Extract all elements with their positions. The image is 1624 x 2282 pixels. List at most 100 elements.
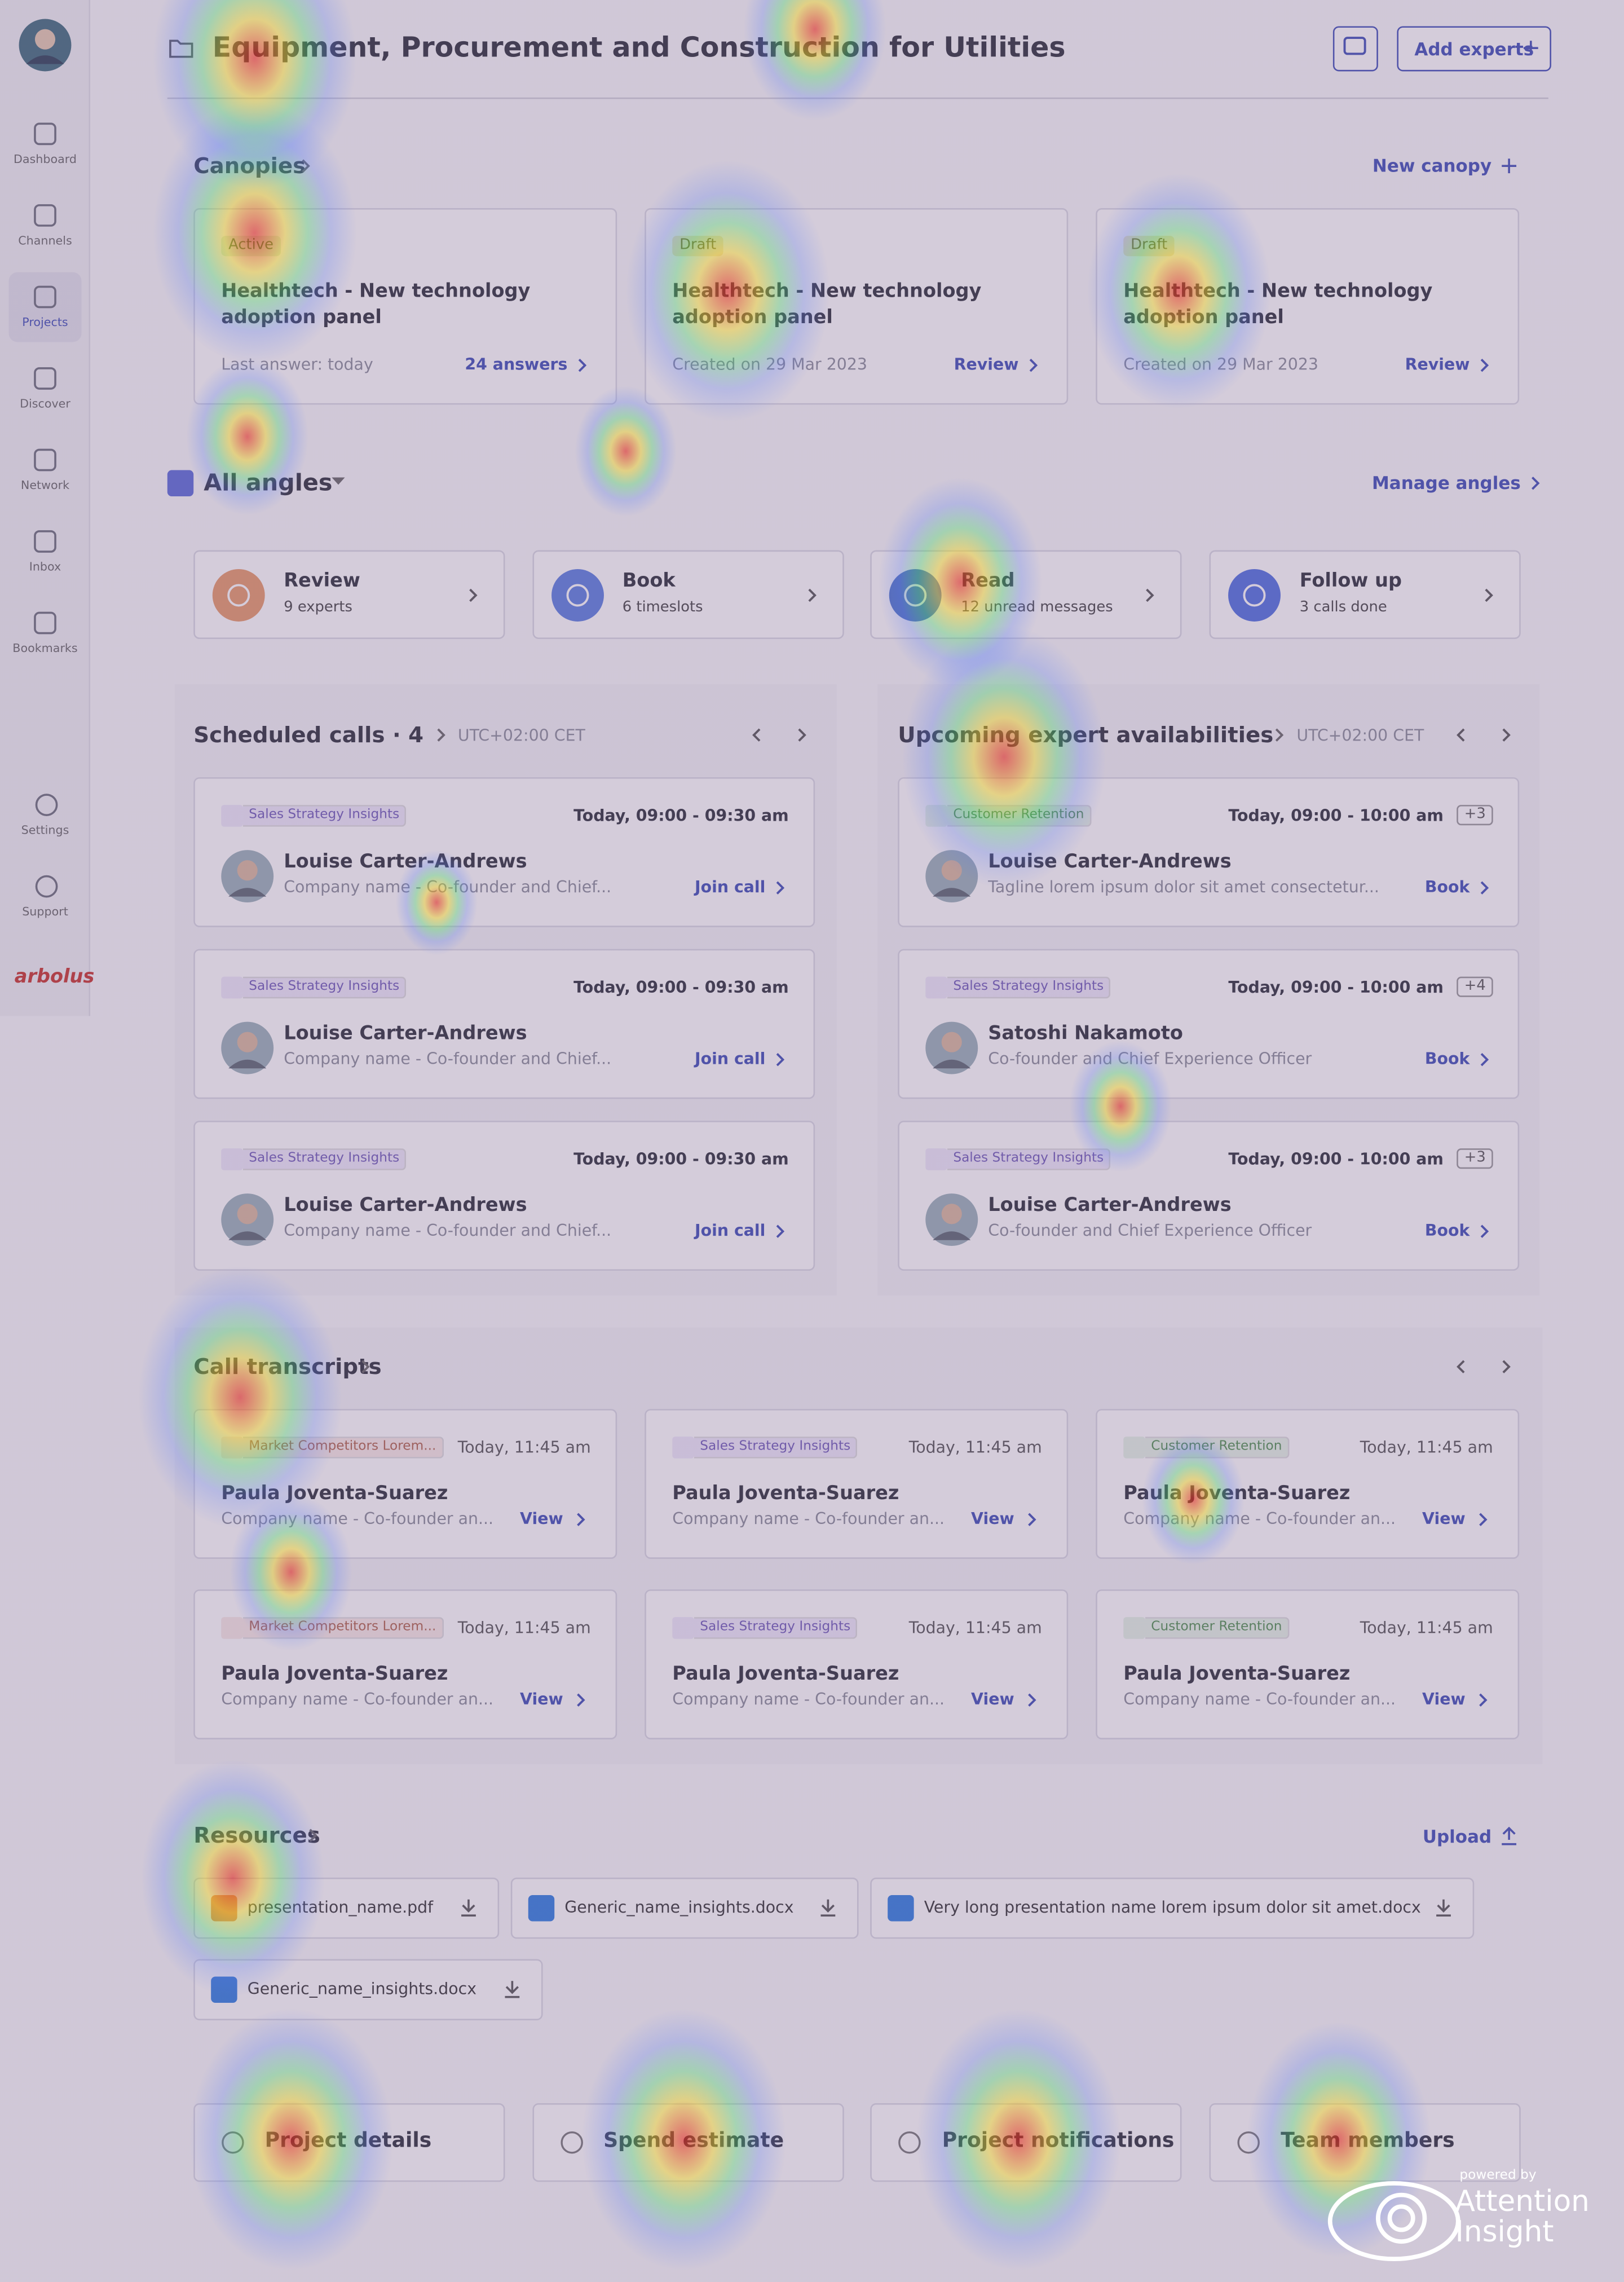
add-experts-label[interactable]: Add experts — [1414, 39, 1534, 60]
nav-label[interactable]: Inbox — [29, 560, 61, 574]
tag: Customer Retention — [947, 805, 1092, 827]
section-title[interactable]: Call transcripts — [193, 1354, 382, 1380]
nav-label[interactable]: Projects — [22, 316, 68, 329]
download-icon — [820, 1899, 836, 1917]
expert-avatar — [221, 1021, 274, 1074]
card-action[interactable]: View — [520, 1690, 563, 1709]
nav-label[interactable]: Dashboard — [13, 152, 77, 166]
card-action[interactable]: Join call — [695, 1221, 766, 1240]
chevron-right — [469, 588, 478, 602]
card-action[interactable]: Join call — [695, 878, 766, 897]
tag: Customer Retention — [1145, 1437, 1290, 1459]
angle-icon — [1228, 569, 1281, 622]
upload[interactable]: Upload — [1422, 1826, 1492, 1847]
nav-icon — [34, 367, 56, 390]
tag-icon — [925, 805, 948, 827]
nav-label[interactable]: Network — [20, 479, 70, 492]
angle-subtitle: 9 experts — [284, 600, 353, 616]
tag-icon — [221, 1617, 243, 1639]
expert-avatar — [221, 850, 274, 903]
tag-icon — [221, 1148, 243, 1170]
tag: Customer Retention — [1145, 1617, 1290, 1639]
expert-subtitle: Company name - Co-founder an... — [672, 1509, 945, 1528]
canopy-action[interactable]: 24 answers — [465, 355, 568, 375]
chevron-left — [1457, 1360, 1465, 1373]
card-action[interactable]: View — [971, 1690, 1014, 1709]
chevron-right — [309, 1829, 317, 1842]
chevron-right — [1532, 477, 1540, 490]
new-canopy[interactable]: New canopy — [1372, 156, 1492, 177]
call-time: Today, 09:00 - 09:30 am — [573, 1149, 789, 1169]
transcript-time: Today, 11:45 am — [457, 1438, 591, 1457]
folder-icon — [169, 39, 193, 58]
angle-icon — [212, 569, 265, 622]
footer-label[interactable]: Spend estimate — [603, 2129, 784, 2153]
tag: Sales Strategy Insights — [947, 976, 1111, 998]
tag-icon — [672, 1437, 694, 1459]
angle-title: Book — [622, 570, 676, 593]
nav-label[interactable]: Support — [22, 905, 68, 919]
expert-name: Paula Joventa-Suarez — [1123, 1483, 1351, 1505]
footer-label[interactable]: Project notifications — [942, 2129, 1175, 2153]
timezone: UTC+02:00 CET — [457, 726, 585, 746]
canopy-meta: Last answer: today — [221, 355, 373, 375]
section-title[interactable]: All angles — [204, 468, 333, 497]
expert-subtitle: Co-founder and Chief Experience Officer — [988, 1221, 1312, 1240]
card-action[interactable]: Book — [1424, 1221, 1470, 1240]
card-action[interactable]: View — [1422, 1690, 1466, 1709]
manage-angles[interactable]: Manage angles — [1371, 473, 1521, 494]
tag: Sales Strategy Insights — [694, 1437, 858, 1459]
section-title[interactable]: Scheduled calls · 4 — [193, 722, 424, 748]
card-action[interactable]: Join call — [695, 1049, 766, 1069]
nav-icon — [34, 122, 56, 146]
nav-label[interactable]: Discover — [20, 397, 70, 411]
file-icon — [211, 1895, 237, 1922]
chevron-right — [1029, 359, 1038, 372]
card-action[interactable]: View — [520, 1509, 563, 1528]
file-name: presentation_name.pdf — [247, 1898, 434, 1917]
extra-slots: +3 — [1457, 1148, 1493, 1169]
canopy-title: Healthtech - New technology adoption pan… — [221, 281, 531, 329]
angle-subtitle: 3 calls done — [1299, 600, 1387, 616]
transcript-time: Today, 11:45 am — [908, 1618, 1042, 1638]
section-title[interactable]: Resources — [193, 1822, 320, 1849]
expert-subtitle: Company name - Co-founder an... — [1123, 1509, 1396, 1528]
call-time: Today, 09:00 - 10:00 am — [1228, 1149, 1444, 1169]
card-action[interactable]: View — [1422, 1509, 1466, 1528]
chevron-right — [1480, 1053, 1489, 1067]
plus-icon — [1502, 158, 1517, 174]
file-icon — [528, 1895, 555, 1922]
expert-name: Paula Joventa-Suarez — [672, 1483, 899, 1505]
card-action[interactable]: View — [971, 1509, 1014, 1528]
call-time: Today, 09:00 - 10:00 am — [1228, 978, 1444, 997]
section-title[interactable]: Canopies — [193, 152, 306, 179]
chevron-right — [1028, 1513, 1036, 1526]
chevron-right — [1479, 1513, 1488, 1526]
nav-label[interactable]: Bookmarks — [12, 642, 78, 655]
chevron-right — [776, 1224, 785, 1238]
nav-icon — [34, 611, 56, 635]
chevron-right — [1479, 1693, 1488, 1707]
chevron-right — [1502, 728, 1511, 742]
expert-name: Paula Joventa-Suarez — [221, 1483, 448, 1505]
angle-title: Follow up — [1299, 570, 1402, 593]
footer-icon — [899, 2131, 921, 2154]
footer-label[interactable]: Team members — [1281, 2129, 1455, 2153]
nav-label[interactable]: Settings — [21, 823, 69, 837]
card-action[interactable]: Book — [1424, 878, 1470, 897]
angle-icon — [551, 569, 604, 622]
chevron-right — [436, 728, 445, 742]
section-title[interactable]: Upcoming expert availabilities — [898, 722, 1274, 748]
canopy-action[interactable]: Review — [1405, 355, 1470, 375]
footer-label[interactable]: Project details — [264, 2129, 432, 2153]
expert-name: Satoshi Nakamoto — [988, 1023, 1183, 1045]
plus-icon — [1523, 41, 1538, 56]
card-action[interactable]: Book — [1424, 1049, 1470, 1069]
canopy-action[interactable]: Review — [954, 355, 1019, 375]
file-icon — [888, 1895, 914, 1922]
expert-subtitle: Company name - Co-founder and Chief... — [284, 878, 612, 897]
angles-icon — [167, 470, 194, 497]
nav-label[interactable]: Channels — [18, 234, 72, 248]
